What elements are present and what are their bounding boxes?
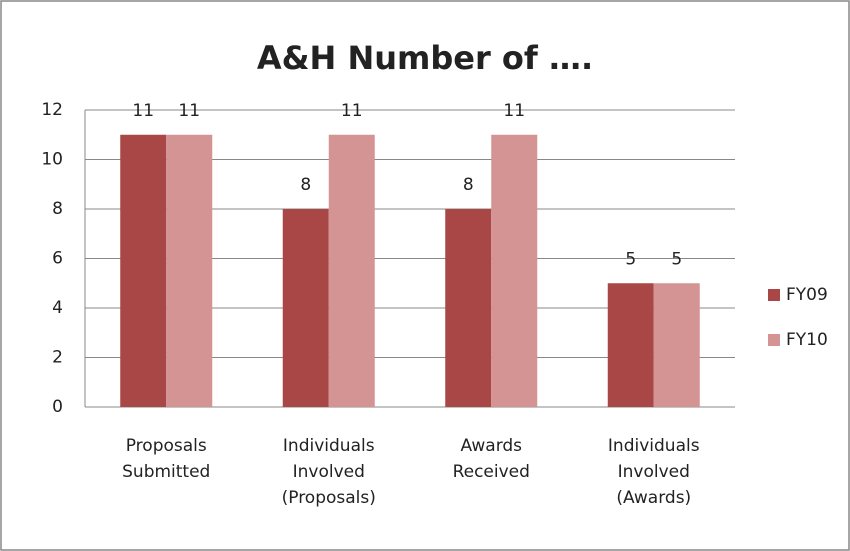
data-label: 8: [300, 175, 311, 195]
legend-swatch: [768, 289, 780, 301]
data-label: 8: [463, 175, 474, 195]
data-label: 11: [503, 101, 525, 121]
legend-label: FY10: [786, 330, 828, 350]
data-label: 5: [671, 249, 682, 269]
legend-label: FY09: [786, 285, 828, 305]
y-tick-label: 8: [52, 199, 63, 219]
data-label: 5: [625, 249, 636, 269]
y-tick-label: 12: [41, 100, 63, 120]
legend-swatch: [768, 334, 780, 346]
bar: [445, 209, 492, 407]
bar: [607, 283, 654, 407]
x-tick-label: Individuals Involved (Proposals): [281, 436, 376, 508]
y-tick-label: 4: [52, 298, 63, 318]
y-tick-label: 0: [52, 397, 63, 417]
data-label: 11: [341, 101, 363, 121]
bar: [282, 209, 329, 407]
x-tick-label: Proposals Submitted: [122, 436, 211, 482]
bar: [491, 134, 538, 407]
y-tick-label: 6: [52, 249, 63, 269]
y-tick-label: 2: [52, 348, 63, 368]
bar: [120, 134, 167, 407]
x-tick-label: Awards Received: [452, 436, 530, 482]
bar: [653, 283, 700, 407]
y-tick-label: 10: [41, 150, 63, 170]
bar: [328, 134, 375, 407]
bar: [166, 134, 213, 407]
data-label: 11: [178, 101, 200, 121]
chart-title: A&H Number of ….: [257, 39, 593, 77]
data-label: 11: [132, 101, 154, 121]
x-tick-label: Individuals Involved (Awards): [607, 436, 700, 508]
